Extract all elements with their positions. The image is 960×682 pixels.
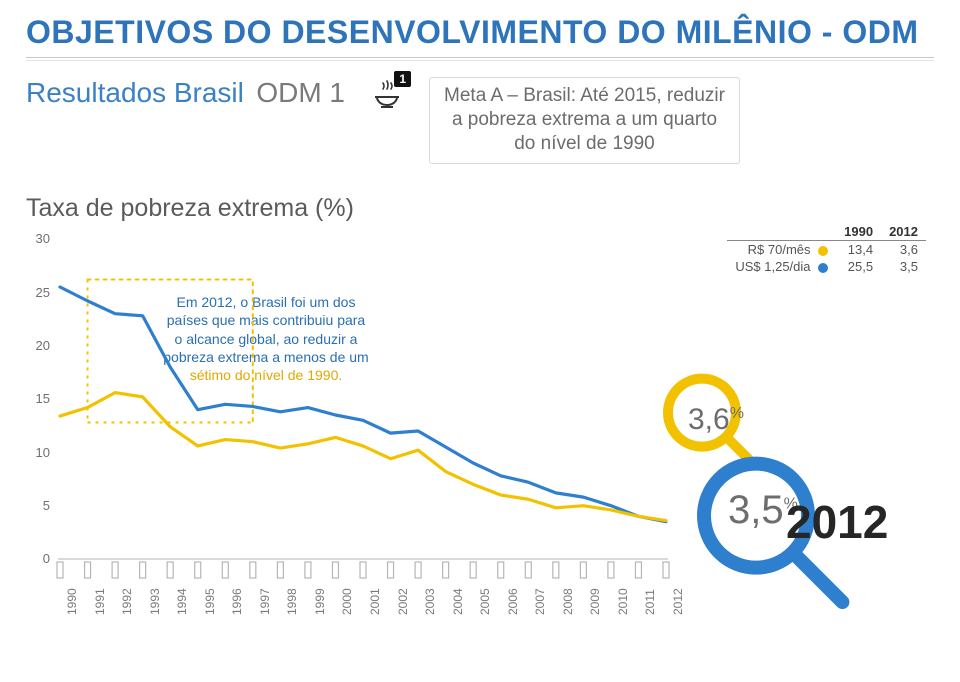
y-tick-label: 30: [26, 231, 50, 246]
odm-icon-wrap: 1: [369, 77, 405, 113]
page-title: OBJETIVOS DO DESENVOLVIMENTO DO MILÊNIO …: [26, 14, 934, 51]
y-tick-label: 20: [26, 338, 50, 353]
y-tick-label: 25: [26, 285, 50, 300]
meta-line-3: do nível de 1990: [444, 132, 725, 156]
chart-area: 1990 2012 R$ 70/mês 13,4 3,6 US$ 1,25/di…: [26, 229, 934, 659]
header: OBJETIVOS DO DESENVOLVIMENTO DO MILÊNIO …: [0, 0, 960, 67]
x-tick-label: 2012: [671, 589, 715, 616]
subtitle-left: Resultados Brasil ODM 1: [26, 77, 345, 109]
meta-box: Meta A – Brasil: Até 2015, reduzir a pob…: [429, 77, 740, 164]
subtitle-row: Resultados Brasil ODM 1 1 Meta A – Brasi…: [0, 67, 960, 164]
y-tick-label: 10: [26, 445, 50, 460]
meta-line-2: a pobreza extrema a um quarto: [444, 108, 725, 132]
y-tick-label: 15: [26, 391, 50, 406]
big-year-label: 2012: [786, 495, 888, 549]
subtitle-odm: ODM 1: [256, 77, 345, 108]
y-tick-label: 0: [26, 551, 50, 566]
rule-top: [26, 57, 934, 58]
y-tick-label: 5: [26, 498, 50, 513]
odm-number-badge: 1: [394, 71, 411, 87]
subtitle-text: Resultados Brasil: [26, 77, 244, 108]
magnifier-label-0: 3,6%: [688, 403, 744, 437]
rule-top-light: [26, 60, 934, 61]
meta-line-1: Meta A – Brasil: Até 2015, reduzir: [444, 84, 725, 108]
chart-section-title: Taxa de pobreza extrema (%): [26, 194, 960, 223]
